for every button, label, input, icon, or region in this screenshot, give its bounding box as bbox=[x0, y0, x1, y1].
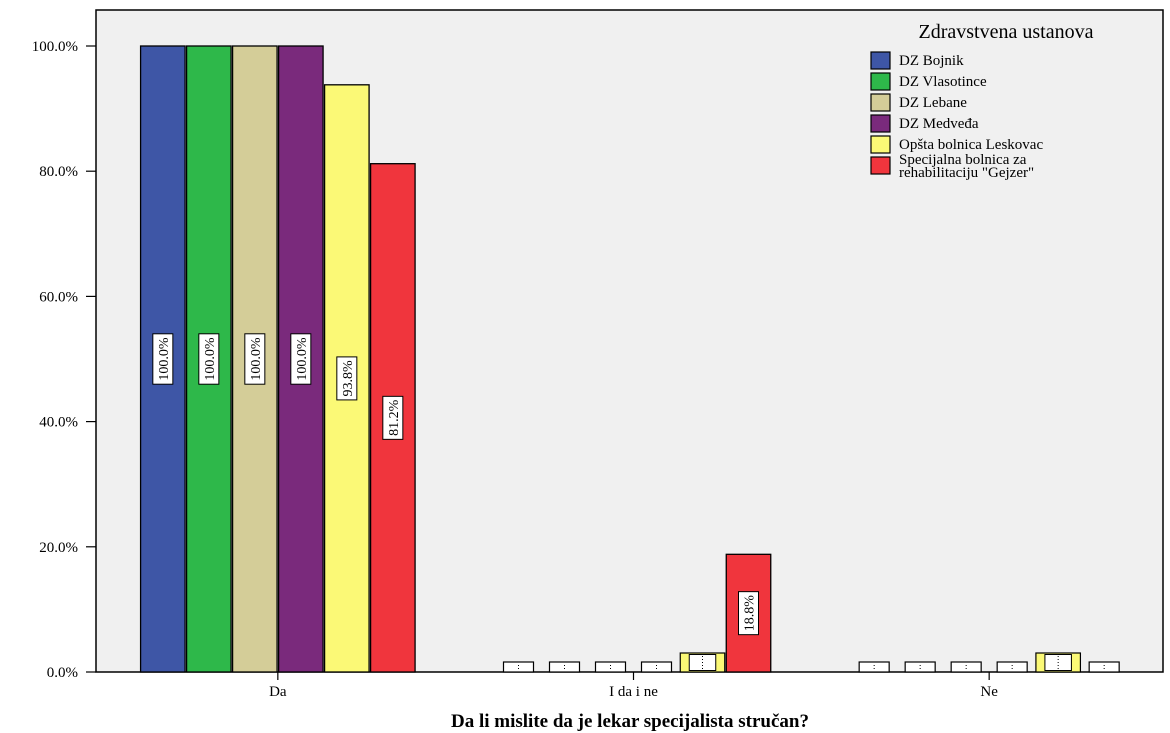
y-tick-label-5: 80.0% bbox=[39, 164, 78, 180]
y-tick-label-1: 0.0% bbox=[47, 665, 78, 681]
bar-6-3 bbox=[1088, 661, 1120, 673]
svg-text:93.8%: 93.8% bbox=[341, 360, 356, 397]
data-label-2-1: 100.0% bbox=[198, 333, 220, 385]
bar-2-3 bbox=[904, 661, 936, 673]
data-labels-layer: 100.0% 100.0% 100.0% 100.0% 93.8% 81.2% 18.8% bbox=[152, 333, 759, 636]
bar-3-2 bbox=[594, 661, 627, 673]
axes-layer: Da I da i ne Ne 0.0% 20.0% 40.0% 60.0% 80.0% 100… bbox=[32, 39, 998, 700]
data-label-6-1: 81.2% bbox=[382, 395, 404, 440]
legend-item-4: DZ Medveđa bbox=[870, 114, 979, 133]
data-label-4-1: 100.0% bbox=[290, 333, 312, 385]
y-tick-label-6: 100.0% bbox=[32, 39, 78, 55]
legend-title: Zdravstvena ustanova bbox=[919, 21, 1094, 43]
bar-4-2 bbox=[640, 661, 673, 673]
x-tick-label-1: Da bbox=[269, 684, 287, 700]
legend: Zdravstvena ustanova DZ Bojnik DZ Vlasotin… bbox=[870, 21, 1094, 181]
y-tick-label-3: 40.0% bbox=[39, 415, 78, 431]
x-tick-label-2: I da i ne bbox=[609, 684, 658, 700]
bar-1-3 bbox=[858, 661, 890, 673]
data-label-3-1: 100.0% bbox=[244, 333, 266, 385]
bar-1-2 bbox=[502, 661, 535, 673]
bar-4-3 bbox=[996, 661, 1028, 673]
y-tick-label-2: 20.0% bbox=[39, 540, 78, 556]
legend-label-1: DZ Bojnik bbox=[899, 53, 964, 69]
svg-text:100.0%: 100.0% bbox=[295, 337, 310, 381]
svg-text:100.0%: 100.0% bbox=[157, 337, 172, 381]
legend-swatch-5 bbox=[870, 135, 891, 154]
legend-label-6-line-2: rehabilitaciju "Gejzer" bbox=[899, 165, 1034, 181]
legend-item-3: DZ Lebane bbox=[870, 93, 967, 112]
legend-label-6-line-1: Specijalna bolnica za bbox=[899, 152, 1027, 168]
data-label-1-1: 100.0% bbox=[152, 333, 174, 385]
x-tick-label-3: Ne bbox=[980, 684, 998, 700]
x-axis-label: Da li mislite da je lekar specijalista s… bbox=[451, 711, 809, 732]
legend-swatch-3 bbox=[870, 93, 891, 112]
legend-swatch-6 bbox=[870, 156, 891, 175]
bar-2-2 bbox=[548, 661, 581, 673]
legend-item-2: DZ Vlasotince bbox=[870, 72, 987, 91]
legend-label-5: Opšta bolnica Leskovac bbox=[899, 137, 1043, 153]
svg-text:100.0%: 100.0% bbox=[203, 337, 218, 381]
legend-item-5: Opšta bolnica Leskovac bbox=[870, 135, 1043, 154]
bar-3-3 bbox=[950, 661, 982, 673]
legend-label-3: DZ Lebane bbox=[899, 95, 967, 111]
svg-text:100.0%: 100.0% bbox=[249, 337, 264, 381]
data-label-5-1: 93.8% bbox=[336, 356, 358, 401]
legend-label-2: DZ Vlasotince bbox=[899, 74, 987, 90]
legend-swatch-1 bbox=[870, 51, 891, 70]
legend-swatch-4 bbox=[870, 114, 891, 133]
data-label-6-2: 18.8% bbox=[738, 591, 759, 636]
legend-label-4: DZ Medveđa bbox=[899, 116, 979, 132]
legend-swatch-2 bbox=[870, 72, 891, 91]
y-tick-label-4: 60.0% bbox=[39, 289, 78, 305]
legend-item-1: DZ Bojnik bbox=[870, 51, 964, 70]
svg-text:81.2%: 81.2% bbox=[387, 399, 402, 436]
svg-text:18.8%: 18.8% bbox=[743, 595, 758, 632]
